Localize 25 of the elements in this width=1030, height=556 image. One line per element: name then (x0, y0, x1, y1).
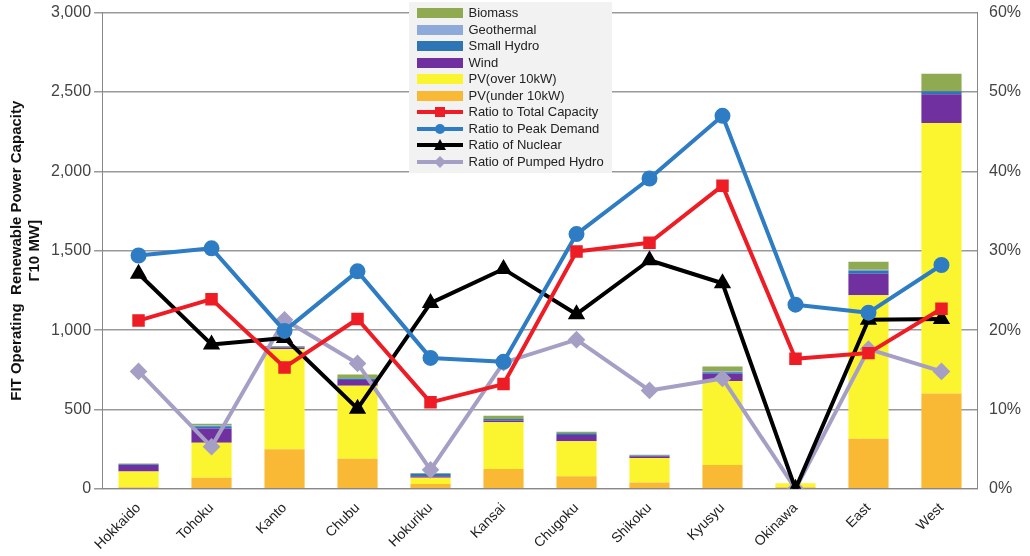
legend-label: Geothermal (468, 21, 537, 38)
y2-tick-label: 40% (988, 161, 1022, 179)
y-tick-label: 1,500 (50, 241, 92, 259)
y-tick-label: 3,000 (50, 3, 92, 21)
y-tick-label: 500 (64, 399, 92, 417)
y-tick-label: 0 (82, 479, 92, 497)
legend-label: Biomass (468, 5, 519, 22)
legend-label: Ratio to Total Capacity (468, 104, 599, 121)
y2-tick-label: 10% (988, 399, 1022, 417)
y-axis-title: FIT Operating Renewable Power Capacity Γ10 MW] (7, 100, 43, 401)
legend-label: Small Hydro (468, 38, 540, 55)
y-tick-label: 2,500 (50, 82, 92, 100)
y2-tick-label: 20% (988, 320, 1022, 338)
y2-tick-label: 30% (988, 241, 1022, 259)
legend-label: PV(over 10kW) (468, 71, 557, 88)
y-tick-label: 1,000 (50, 320, 92, 338)
legend-label: Ratio of Pumped Hydro (468, 153, 604, 170)
legend-label: Ratio of Nuclear (468, 137, 562, 154)
legend-label: PV(under 10kW) (468, 87, 565, 104)
y2-tick-label: 0% (988, 479, 1013, 497)
legend-label: Wind (468, 54, 499, 71)
legend-label: Ratio to Peak Demand (468, 120, 600, 137)
y2-tick-label: 60% (988, 3, 1022, 21)
y2-tick-label: 50% (988, 82, 1022, 100)
y-tick-label: 2,000 (50, 161, 92, 179)
